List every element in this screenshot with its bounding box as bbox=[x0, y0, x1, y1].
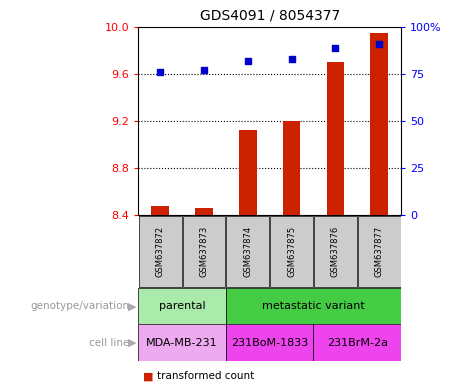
Bar bbox=[313, 324, 401, 361]
Point bbox=[200, 67, 207, 73]
Bar bbox=[138, 324, 226, 361]
Point bbox=[244, 58, 252, 64]
Point bbox=[332, 45, 339, 51]
Point bbox=[156, 69, 164, 75]
Title: GDS4091 / 8054377: GDS4091 / 8054377 bbox=[200, 9, 340, 23]
Text: 231BoM-1833: 231BoM-1833 bbox=[231, 338, 308, 348]
Text: 231BrM-2a: 231BrM-2a bbox=[327, 338, 388, 348]
Bar bbox=[226, 324, 313, 361]
Bar bbox=[371, 33, 388, 215]
Text: GSM637875: GSM637875 bbox=[287, 226, 296, 277]
Bar bbox=[195, 208, 213, 215]
Text: parental: parental bbox=[159, 301, 206, 311]
Bar bbox=[226, 216, 269, 287]
Bar bbox=[151, 205, 169, 215]
Text: transformed count: transformed count bbox=[157, 371, 254, 381]
Text: ▶: ▶ bbox=[128, 301, 136, 311]
Text: genotype/variation: genotype/variation bbox=[30, 301, 129, 311]
Point bbox=[376, 41, 383, 47]
Text: metastatic variant: metastatic variant bbox=[262, 301, 365, 311]
Text: GSM637874: GSM637874 bbox=[243, 226, 252, 277]
Bar bbox=[138, 288, 226, 324]
Bar bbox=[226, 288, 401, 324]
Bar bbox=[139, 216, 182, 287]
Text: GSM637876: GSM637876 bbox=[331, 226, 340, 277]
Text: GSM637877: GSM637877 bbox=[375, 226, 384, 277]
Bar bbox=[283, 121, 301, 215]
Bar bbox=[183, 216, 225, 287]
Point bbox=[288, 56, 296, 62]
Text: MDA-MB-231: MDA-MB-231 bbox=[146, 338, 218, 348]
Bar bbox=[314, 216, 357, 287]
Bar bbox=[358, 216, 401, 287]
Text: ▶: ▶ bbox=[128, 338, 136, 348]
Bar bbox=[239, 130, 257, 215]
Bar bbox=[270, 216, 313, 287]
Text: GSM637873: GSM637873 bbox=[200, 226, 208, 277]
Text: GSM637872: GSM637872 bbox=[156, 226, 165, 277]
Bar bbox=[326, 62, 344, 215]
Text: ■: ■ bbox=[143, 371, 154, 381]
Text: cell line: cell line bbox=[89, 338, 129, 348]
